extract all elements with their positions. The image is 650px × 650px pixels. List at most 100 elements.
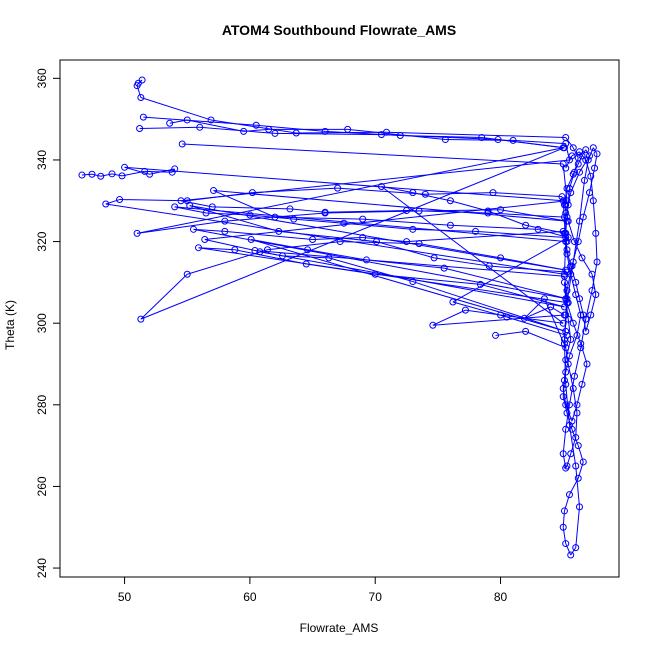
series-segment — [538, 228, 569, 238]
data-point — [116, 196, 124, 204]
series-segment — [259, 251, 283, 257]
data-point — [579, 213, 587, 221]
series-segment — [259, 251, 565, 308]
data-point — [565, 421, 573, 429]
data-point — [522, 221, 530, 229]
series-segment — [224, 230, 313, 241]
series-segment — [136, 85, 142, 98]
data-point — [563, 295, 571, 303]
data-point — [118, 172, 126, 180]
data-point — [302, 260, 310, 268]
data-point — [271, 129, 279, 137]
data-point — [196, 123, 204, 131]
data-point — [570, 238, 578, 246]
y-axis: 240 260 280 300 320 340 360 — [35, 68, 61, 578]
data-point — [275, 227, 283, 235]
data-point — [189, 225, 197, 233]
data-point — [572, 291, 580, 299]
series-segment — [386, 131, 566, 139]
series-segment — [111, 173, 123, 177]
series-segment — [138, 79, 143, 84]
data-point — [582, 327, 590, 335]
series-segment — [180, 200, 213, 208]
data-point — [574, 474, 582, 482]
series-segment — [328, 257, 413, 283]
series-segment — [381, 185, 413, 194]
data-point — [186, 202, 194, 210]
y-tick-label: 240 — [35, 558, 49, 578]
data-point — [252, 121, 260, 129]
data-point — [589, 197, 597, 205]
y-tick-label: 320 — [35, 231, 49, 251]
data-point — [593, 150, 601, 158]
series-segment — [570, 547, 577, 556]
data-point — [336, 238, 344, 246]
chart-title: ATOM4 Southbound Flowrate_AMS — [222, 22, 456, 38]
series-segment — [481, 137, 565, 149]
series-segment — [565, 384, 570, 426]
data-point — [359, 215, 367, 223]
data-point — [567, 189, 575, 197]
series-segment — [580, 343, 588, 365]
series-segment — [212, 206, 291, 210]
data-point — [560, 303, 568, 311]
series-segment — [213, 190, 568, 222]
series-segment — [325, 210, 420, 214]
series-segment — [274, 216, 363, 220]
data-point — [573, 331, 581, 339]
data-series — [133, 123, 572, 339]
series-segment — [81, 173, 93, 176]
data-point — [560, 507, 568, 515]
series-segment — [582, 192, 591, 218]
series-segment — [450, 224, 539, 230]
data-point — [578, 380, 586, 388]
data-point — [547, 303, 555, 311]
series-segment — [579, 180, 586, 222]
data-point — [592, 291, 600, 299]
data-point — [560, 376, 568, 384]
data-point — [340, 219, 348, 227]
series-segment — [572, 388, 578, 414]
series-segment — [571, 241, 579, 267]
data-point — [497, 311, 505, 319]
data-point — [581, 176, 589, 184]
data-point — [409, 225, 417, 233]
data-point — [449, 298, 457, 306]
data-point — [573, 401, 581, 409]
data-point — [201, 236, 209, 244]
series-segment — [293, 218, 344, 224]
series-segment — [274, 132, 382, 136]
data-series-layer — [78, 76, 601, 559]
series-segment — [213, 190, 276, 218]
data-point — [396, 131, 404, 139]
series-segment — [575, 465, 580, 507]
data-point — [286, 205, 294, 213]
data-point — [558, 193, 566, 201]
data-point — [292, 129, 300, 137]
data-point — [577, 344, 585, 352]
data-point — [559, 523, 567, 531]
data-point — [485, 262, 493, 270]
data-point — [563, 185, 571, 193]
data-point — [572, 462, 580, 470]
series-segment — [450, 200, 489, 212]
data-point — [569, 144, 577, 152]
series-segment — [180, 159, 570, 202]
data-point — [88, 170, 96, 178]
data-point — [562, 401, 570, 409]
data-point — [572, 278, 580, 286]
data-point — [588, 287, 596, 295]
x-axis-label: Flowrate_AMS — [300, 621, 379, 635]
series-segment — [251, 239, 566, 332]
data-point — [415, 240, 423, 248]
data-point — [577, 340, 585, 348]
series-segment — [568, 376, 575, 405]
data-point — [591, 164, 599, 172]
data-point — [564, 360, 572, 368]
data-point — [560, 144, 568, 152]
series-segment — [480, 283, 565, 308]
data-point — [559, 450, 567, 458]
series-segment — [592, 200, 597, 234]
data-point — [578, 254, 586, 262]
data-point — [564, 299, 572, 307]
